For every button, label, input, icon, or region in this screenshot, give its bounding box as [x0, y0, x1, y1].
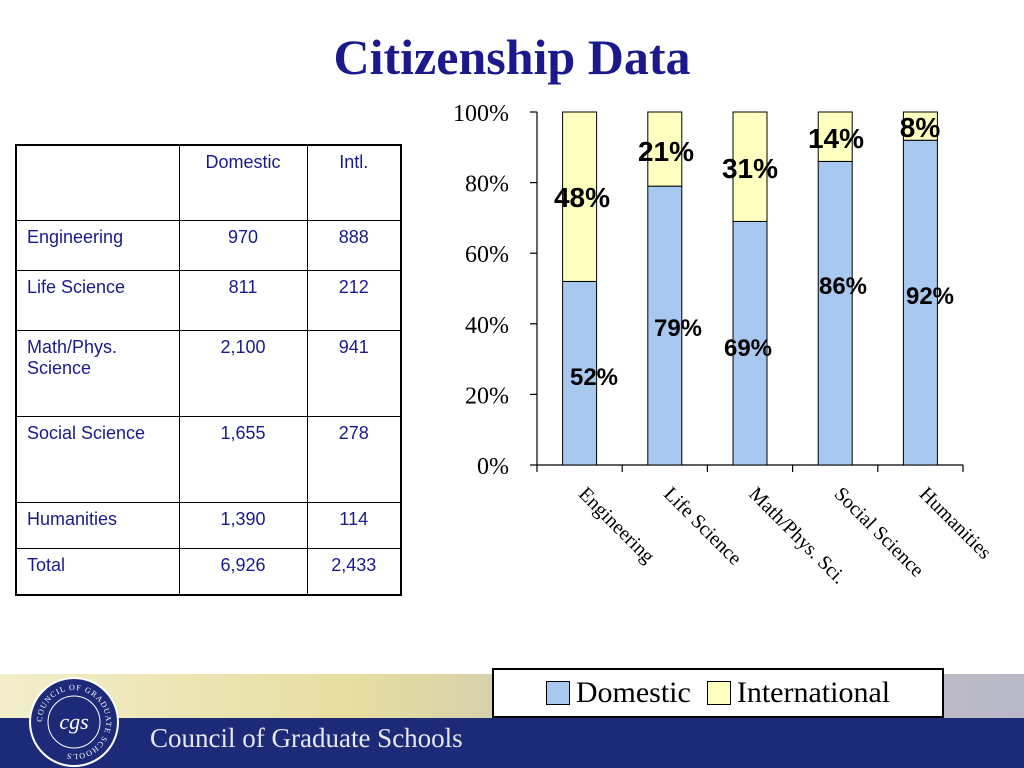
data-label-international: 21% — [638, 136, 694, 167]
y-tick-label: 100% — [453, 101, 509, 127]
legend-swatch-domestic — [545, 681, 570, 705]
bar-domestic — [817, 160, 853, 466]
seal-monogram: cgs — [59, 709, 88, 734]
data-label-international: 31% — [722, 153, 778, 184]
domestic-cell: 1,655 — [178, 416, 308, 503]
y-tick-label: 40% — [465, 313, 509, 339]
y-tick-label: 20% — [465, 383, 509, 409]
y-tick-label: 0% — [477, 454, 509, 480]
legend-item-domestic: Domestic — [545, 676, 691, 710]
legend-swatch-international — [706, 681, 731, 705]
data-label-domestic: 92% — [906, 283, 954, 310]
bar-domestic — [732, 220, 768, 466]
x-category-label: Engineering — [574, 483, 659, 568]
bar-domestic — [647, 185, 683, 466]
intl-cell: 212 — [306, 270, 402, 331]
data-label-domestic: 86% — [819, 273, 867, 300]
table-row: Math/Phys. Science 2,100 941 — [15, 330, 402, 417]
legend-label-international: International — [736, 676, 891, 709]
table-row: Engineering 970 888 — [15, 220, 402, 271]
row-label: Math/Phys. Science — [15, 330, 180, 417]
footer-bottom-band — [0, 718, 1024, 768]
bar-international — [647, 111, 683, 187]
page-title: Citizenship Data — [333, 29, 691, 85]
legend-label-domestic: Domestic — [575, 676, 691, 709]
intl-cell: 2,433 — [306, 548, 402, 595]
cgs-seal-logo: COUNCIL OF GRADUATE SCHOOLS cgs — [29, 677, 119, 767]
data-label-domestic: 79% — [654, 315, 702, 342]
bar-international — [817, 111, 853, 162]
intl-cell: 278 — [306, 416, 402, 503]
data-label-international: 48% — [554, 182, 610, 213]
x-category-label: Humanities — [915, 483, 996, 564]
table-row: Total 6,926 2,433 — [15, 548, 402, 595]
table-row: Life Science 811 212 — [15, 270, 402, 331]
domestic-cell: 970 — [178, 220, 308, 271]
row-label: Social Science — [15, 416, 180, 503]
citizenship-table: Domestic Intl. Engineering 970 888 Life … — [15, 144, 402, 596]
row-label: Total — [15, 548, 180, 595]
table-row: Social Science 1,655 278 — [15, 416, 402, 503]
data-label-domestic: 52% — [570, 364, 618, 391]
bar-international — [902, 111, 938, 141]
table-row: Humanities 1,390 114 — [15, 502, 402, 549]
table-header-domestic: Domestic — [178, 144, 308, 221]
chart-legend: Domestic International — [492, 668, 944, 718]
domestic-cell: 811 — [178, 270, 308, 331]
table-header-intl: Intl. — [306, 144, 402, 221]
x-category-label: Life Science — [659, 483, 746, 570]
data-label-domestic: 69% — [724, 335, 772, 362]
bar-international — [732, 111, 768, 222]
organization-name: Council of Graduate Schools — [150, 723, 463, 753]
domestic-cell: 6,926 — [178, 548, 308, 595]
data-label-international: 8% — [900, 112, 941, 143]
row-label: Engineering — [15, 220, 180, 271]
legend-item-international: International — [706, 676, 891, 710]
domestic-cell: 1,390 — [178, 502, 308, 549]
bar-domestic — [562, 280, 598, 466]
stacked-bar-chart: 0% 20% 40% 60% 80% 100% Engineering Life Scienc… — [453, 101, 996, 589]
bar-domestic — [902, 139, 938, 466]
y-tick-label: 80% — [465, 172, 509, 198]
intl-cell: 114 — [306, 502, 402, 549]
intl-cell: 941 — [306, 330, 402, 417]
y-tick-label: 60% — [465, 242, 509, 268]
row-label: Life Science — [15, 270, 180, 331]
data-label-international: 14% — [808, 123, 864, 154]
bar-international — [562, 111, 598, 282]
